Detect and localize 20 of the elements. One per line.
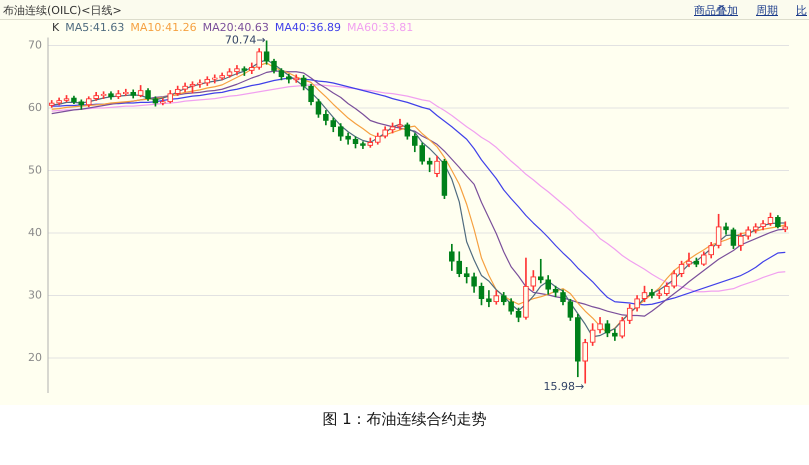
annotation: 15.98→ [544,380,584,394]
y-tick-label: 40 [28,226,42,239]
text: 商品叠加 [694,3,738,18]
text: 比 [796,3,807,18]
annotation: 70.74→ [224,34,266,47]
candlestick [686,252,692,268]
text: MA10:41.26 [130,20,197,34]
legend-title: K [52,20,60,34]
y-tick-label: 60 [28,100,42,114]
y-tick-label: 70 [28,38,42,52]
text: MA20:40.63 [202,20,269,34]
text: MA60:33.81 [347,20,414,34]
text: 周期 [756,3,778,18]
chart-title: 布油连续(OILC)<日线> [3,3,122,18]
y-tick-label: 20 [28,350,42,364]
text: MA5:41.63 [65,20,124,34]
caption: 图 1：布油连续合约走势 [321,410,488,429]
text: MA40:36.89 [274,20,342,34]
y-tick-label: 50 [28,163,42,176]
y-tick-label: 30 [28,288,42,302]
